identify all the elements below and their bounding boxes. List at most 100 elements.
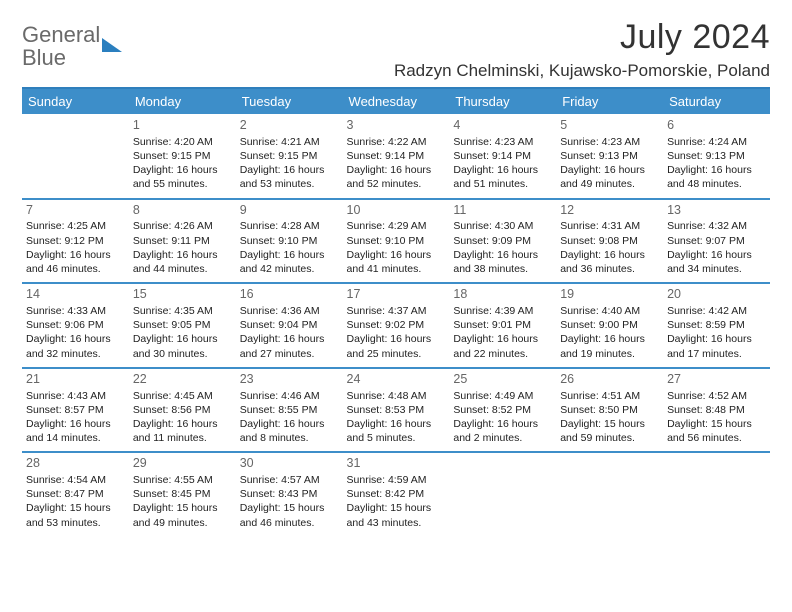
daylight-line-1: Daylight: 16 hours (133, 417, 232, 431)
day-number: 1 (133, 117, 232, 134)
day-number: 2 (240, 117, 339, 134)
sunset-line: Sunset: 9:14 PM (347, 149, 446, 163)
daylight-line-1: Daylight: 16 hours (347, 163, 446, 177)
sunrise-line: Sunrise: 4:22 AM (347, 135, 446, 149)
calendar-day-cell: 3Sunrise: 4:22 AMSunset: 9:14 PMDaylight… (343, 114, 450, 199)
day-number: 13 (667, 202, 766, 219)
daylight-line-1: Daylight: 16 hours (667, 248, 766, 262)
daylight-line-2: and 51 minutes. (453, 177, 552, 191)
calendar-day-cell (556, 452, 663, 536)
daylight-line-1: Daylight: 16 hours (240, 417, 339, 431)
sunset-line: Sunset: 8:48 PM (667, 403, 766, 417)
daylight-line-2: and 2 minutes. (453, 431, 552, 445)
daylight-line-2: and 44 minutes. (133, 262, 232, 276)
sunset-line: Sunset: 8:50 PM (560, 403, 659, 417)
calendar-day-cell: 7Sunrise: 4:25 AMSunset: 9:12 PMDaylight… (22, 199, 129, 284)
daylight-line-2: and 8 minutes. (240, 431, 339, 445)
location-text: Radzyn Chelminski, Kujawsko-Pomorskie, P… (394, 61, 770, 81)
sunrise-line: Sunrise: 4:54 AM (26, 473, 125, 487)
daylight-line-1: Daylight: 16 hours (26, 332, 125, 346)
day-number: 19 (560, 286, 659, 303)
calendar-day-cell: 26Sunrise: 4:51 AMSunset: 8:50 PMDayligh… (556, 368, 663, 453)
sunrise-line: Sunrise: 4:23 AM (453, 135, 552, 149)
sunset-line: Sunset: 9:04 PM (240, 318, 339, 332)
day-number: 16 (240, 286, 339, 303)
calendar-day-cell (449, 452, 556, 536)
logo-triangle-icon (102, 38, 122, 52)
daylight-line-1: Daylight: 15 hours (240, 501, 339, 515)
sunset-line: Sunset: 9:06 PM (26, 318, 125, 332)
calendar-day-cell: 9Sunrise: 4:28 AMSunset: 9:10 PMDaylight… (236, 199, 343, 284)
sunrise-line: Sunrise: 4:39 AM (453, 304, 552, 318)
sunrise-line: Sunrise: 4:59 AM (347, 473, 446, 487)
weekday-header: Wednesday (343, 89, 450, 114)
calendar-day-cell: 8Sunrise: 4:26 AMSunset: 9:11 PMDaylight… (129, 199, 236, 284)
daylight-line-1: Daylight: 16 hours (26, 417, 125, 431)
daylight-line-1: Daylight: 16 hours (240, 332, 339, 346)
logo-word1: General (22, 22, 100, 47)
day-number: 24 (347, 371, 446, 388)
sunrise-line: Sunrise: 4:21 AM (240, 135, 339, 149)
day-number: 9 (240, 202, 339, 219)
daylight-line-2: and 52 minutes. (347, 177, 446, 191)
sunset-line: Sunset: 9:09 PM (453, 234, 552, 248)
daylight-line-2: and 41 minutes. (347, 262, 446, 276)
weekday-header: Friday (556, 89, 663, 114)
daylight-line-2: and 56 minutes. (667, 431, 766, 445)
sunrise-line: Sunrise: 4:42 AM (667, 304, 766, 318)
sunset-line: Sunset: 9:00 PM (560, 318, 659, 332)
day-number: 28 (26, 455, 125, 472)
daylight-line-2: and 46 minutes. (26, 262, 125, 276)
calendar-day-cell (22, 114, 129, 199)
daylight-line-2: and 5 minutes. (347, 431, 446, 445)
daylight-line-2: and 34 minutes. (667, 262, 766, 276)
day-number: 12 (560, 202, 659, 219)
calendar-day-cell: 22Sunrise: 4:45 AMSunset: 8:56 PMDayligh… (129, 368, 236, 453)
logo: General Blue (22, 24, 122, 70)
daylight-line-2: and 36 minutes. (560, 262, 659, 276)
weekday-header: Sunday (22, 89, 129, 114)
day-number: 20 (667, 286, 766, 303)
sunset-line: Sunset: 8:45 PM (133, 487, 232, 501)
daylight-line-2: and 49 minutes. (560, 177, 659, 191)
header: General Blue July 2024 Radzyn Chelminski… (22, 18, 770, 81)
calendar-day-cell: 5Sunrise: 4:23 AMSunset: 9:13 PMDaylight… (556, 114, 663, 199)
sunrise-line: Sunrise: 4:33 AM (26, 304, 125, 318)
daylight-line-1: Daylight: 15 hours (560, 417, 659, 431)
sunrise-line: Sunrise: 4:24 AM (667, 135, 766, 149)
weekday-header: Thursday (449, 89, 556, 114)
daylight-line-2: and 42 minutes. (240, 262, 339, 276)
daylight-line-1: Daylight: 16 hours (347, 332, 446, 346)
day-number: 23 (240, 371, 339, 388)
title-block: July 2024 Radzyn Chelminski, Kujawsko-Po… (394, 18, 770, 81)
calendar-day-cell: 10Sunrise: 4:29 AMSunset: 9:10 PMDayligh… (343, 199, 450, 284)
sunrise-line: Sunrise: 4:35 AM (133, 304, 232, 318)
calendar-wrapper: SundayMondayTuesdayWednesdayThursdayFrid… (22, 87, 770, 536)
daylight-line-2: and 32 minutes. (26, 347, 125, 361)
sunrise-line: Sunrise: 4:51 AM (560, 389, 659, 403)
daylight-line-1: Daylight: 15 hours (347, 501, 446, 515)
calendar-day-cell: 15Sunrise: 4:35 AMSunset: 9:05 PMDayligh… (129, 283, 236, 368)
daylight-line-1: Daylight: 16 hours (240, 248, 339, 262)
daylight-line-1: Daylight: 16 hours (560, 332, 659, 346)
daylight-line-1: Daylight: 16 hours (240, 163, 339, 177)
sunrise-line: Sunrise: 4:48 AM (347, 389, 446, 403)
sunset-line: Sunset: 8:43 PM (240, 487, 339, 501)
sunrise-line: Sunrise: 4:49 AM (453, 389, 552, 403)
day-number: 25 (453, 371, 552, 388)
sunrise-line: Sunrise: 4:55 AM (133, 473, 232, 487)
logo-word2: Blue (22, 45, 66, 70)
weekday-header: Monday (129, 89, 236, 114)
calendar-day-cell: 19Sunrise: 4:40 AMSunset: 9:00 PMDayligh… (556, 283, 663, 368)
sunset-line: Sunset: 9:15 PM (133, 149, 232, 163)
calendar-day-cell: 20Sunrise: 4:42 AMSunset: 8:59 PMDayligh… (663, 283, 770, 368)
daylight-line-2: and 22 minutes. (453, 347, 552, 361)
day-number: 7 (26, 202, 125, 219)
calendar-day-cell: 11Sunrise: 4:30 AMSunset: 9:09 PMDayligh… (449, 199, 556, 284)
sunrise-line: Sunrise: 4:25 AM (26, 219, 125, 233)
sunset-line: Sunset: 8:56 PM (133, 403, 232, 417)
calendar-day-cell: 1Sunrise: 4:20 AMSunset: 9:15 PMDaylight… (129, 114, 236, 199)
weekday-header: Saturday (663, 89, 770, 114)
calendar-day-cell: 16Sunrise: 4:36 AMSunset: 9:04 PMDayligh… (236, 283, 343, 368)
sunset-line: Sunset: 9:14 PM (453, 149, 552, 163)
